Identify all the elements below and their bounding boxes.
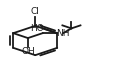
Text: Cl: Cl bbox=[31, 7, 40, 16]
Text: OH: OH bbox=[21, 47, 35, 56]
Text: NH: NH bbox=[56, 29, 70, 38]
Text: HO: HO bbox=[30, 24, 44, 33]
